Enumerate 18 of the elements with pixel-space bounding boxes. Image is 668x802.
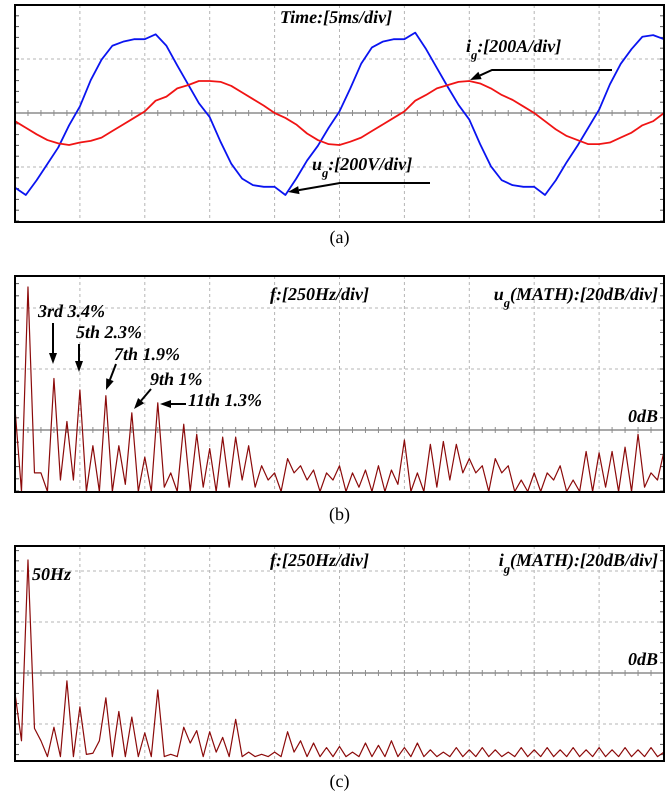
text: (b): [329, 504, 350, 524]
annotation: u$_{g}$(MATH):[20dB/div]: [494, 284, 658, 310]
text: (a): [330, 227, 350, 247]
series-label: u$_{g}$:[200V/div]: [312, 154, 412, 180]
annotation: i$_{g}$(MATH):[20dB/div]: [498, 550, 658, 576]
annotation: 50Hz: [32, 564, 72, 584]
text: (c): [330, 771, 350, 791]
annotation: 11th 1.3%: [188, 390, 262, 410]
annotation: f:[250Hz/div]: [270, 550, 369, 570]
annotation: 9th 1%: [150, 369, 203, 389]
ref-line-label: 0dB: [628, 406, 658, 426]
annotation: f:[250Hz/div]: [270, 284, 369, 304]
series-label: i$_{g}$:[200A/div]: [466, 36, 562, 62]
annotation: 7th 1.9%: [114, 344, 180, 364]
annotation: 5th 2.3%: [76, 322, 142, 342]
text: Time:[5ms/div]: [280, 7, 392, 27]
annotation: 3rd 3.4%: [37, 301, 106, 321]
ref-line-label: 0dB: [628, 649, 658, 669]
